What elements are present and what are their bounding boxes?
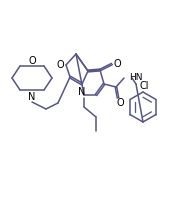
Text: N: N [78, 87, 86, 97]
Text: O: O [116, 98, 124, 107]
Text: HN: HN [129, 73, 143, 82]
Text: Cl: Cl [139, 81, 149, 90]
Text: O: O [113, 59, 121, 69]
Text: N: N [28, 92, 36, 101]
Text: O: O [56, 60, 64, 70]
Text: O: O [28, 56, 36, 66]
